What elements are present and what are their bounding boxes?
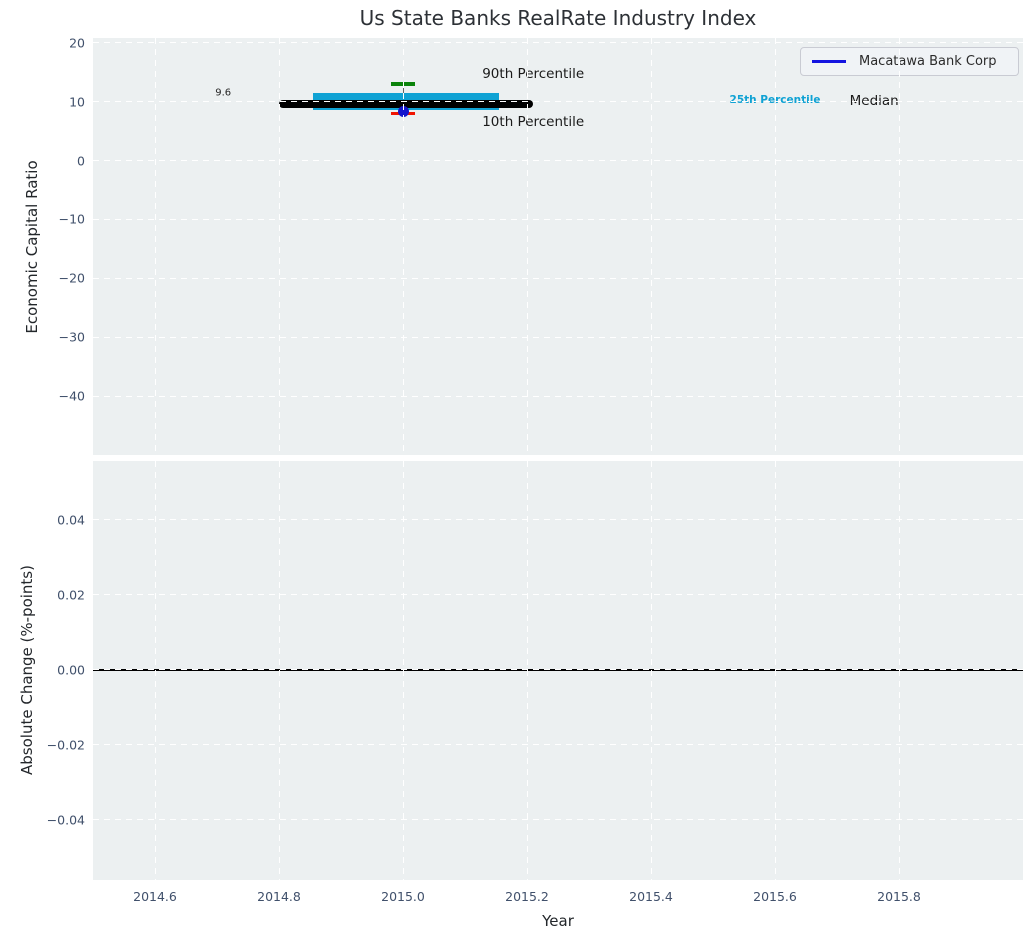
median-line-marker	[279, 100, 534, 108]
vertical-gridline	[898, 38, 900, 455]
p10-annotation: 10th Percentile	[482, 114, 585, 131]
horizontal-gridline	[93, 744, 1023, 746]
legend-line-sample	[812, 60, 846, 63]
y-tick-label: −0.02	[46, 737, 85, 753]
y-tick-label: −10	[58, 211, 85, 227]
horizontal-gridline	[93, 669, 1023, 671]
median-annotation: Median	[849, 93, 899, 110]
x-tick-label: 2014.8	[257, 889, 301, 904]
chart-title: Us State Banks RealRate Industry Index	[359, 6, 757, 30]
x-tick-label: 2015.8	[877, 889, 921, 904]
vertical-gridline	[402, 461, 404, 880]
y-tick-label: 20	[69, 35, 85, 51]
y-tick-label: 0.02	[57, 587, 85, 603]
horizontal-gridline	[93, 277, 1023, 279]
horizontal-gridline	[93, 819, 1023, 821]
vertical-gridline	[154, 38, 156, 455]
bottom-plot-area	[93, 461, 1023, 880]
legend-box: Macatawa Bank Corp	[800, 47, 1019, 76]
x-axis-label: Year	[542, 912, 574, 930]
median-value-label: 9.6	[215, 87, 232, 99]
y-tick-label: −20	[58, 270, 85, 286]
vertical-gridline	[650, 38, 652, 455]
horizontal-gridline	[93, 519, 1023, 521]
vertical-gridline	[278, 461, 280, 880]
y-tick-label: −0.04	[46, 812, 85, 828]
top-y-axis-label: Economic Capital Ratio	[23, 160, 41, 334]
x-tick-label: 2015.2	[505, 889, 549, 904]
horizontal-gridline	[93, 101, 1023, 103]
y-tick-label: −40	[58, 388, 85, 404]
vertical-gridline	[154, 461, 156, 880]
y-tick-label: 0.04	[57, 512, 85, 528]
vertical-gridline	[650, 461, 652, 880]
vertical-gridline	[774, 461, 776, 880]
horizontal-gridline	[93, 395, 1023, 397]
horizontal-gridline	[93, 336, 1023, 338]
vertical-gridline	[402, 38, 404, 455]
y-tick-label: 0.00	[57, 662, 85, 678]
x-tick-label: 2015.0	[381, 889, 425, 904]
x-tick-label: 2015.6	[753, 889, 797, 904]
horizontal-gridline	[93, 160, 1023, 161]
horizontal-gridline	[93, 42, 1023, 44]
vertical-gridline	[774, 38, 776, 455]
y-tick-label: 10	[69, 94, 85, 110]
top-plot-area: 9.6 90th Percentile 10th Percentile 25th…	[93, 38, 1023, 455]
p90-annotation: 90th Percentile	[482, 65, 585, 82]
y-tick-label: 0	[77, 153, 85, 168]
vertical-gridline	[526, 38, 528, 455]
horizontal-gridline	[93, 594, 1023, 596]
vertical-gridline	[278, 38, 280, 455]
vertical-gridline	[898, 461, 900, 880]
legend-label: Macatawa Bank Corp	[859, 54, 997, 69]
x-tick-label: 2015.4	[629, 889, 673, 904]
horizontal-gridline	[93, 218, 1023, 220]
x-tick-label: 2014.6	[133, 889, 177, 904]
y-tick-label: −30	[58, 329, 85, 345]
vertical-gridline	[526, 461, 528, 880]
